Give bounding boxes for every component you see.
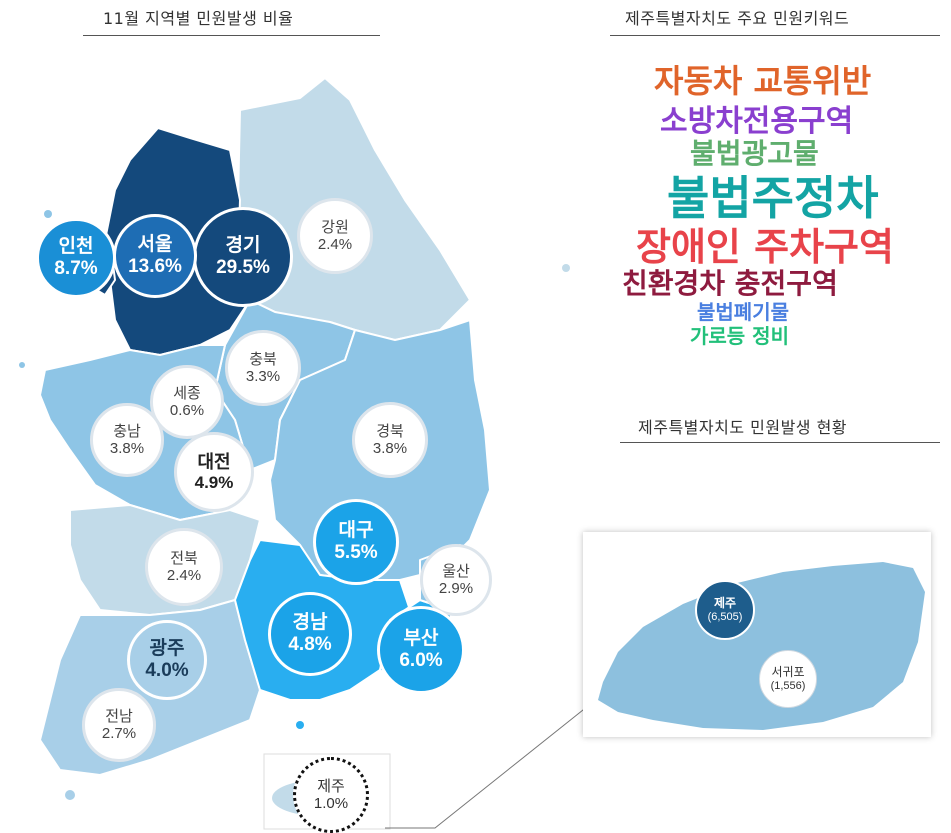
island-south-1 <box>65 790 75 800</box>
bubble-gyeongbuk: 경북 3.8% <box>352 402 428 478</box>
region-pct: 3.8% <box>109 440 145 457</box>
bubble-ulsan: 울산 2.9% <box>420 544 492 616</box>
keyword-1: 소방차전용구역 <box>660 104 854 139</box>
bubble-gangwon: 강원 2.4% <box>297 198 373 274</box>
region-pct: 2.7% <box>101 725 137 742</box>
region-name: 인천 <box>58 236 94 258</box>
region-pct: 8.7% <box>54 258 98 279</box>
region-pct: 5.5% <box>334 542 378 563</box>
island-south-2 <box>296 721 304 729</box>
region-name: 부산 <box>403 628 439 650</box>
keyword-7: 가로등 정비 <box>690 324 789 348</box>
seogwipo-city-count: (1,556) <box>770 679 806 692</box>
region-name: 대전 <box>197 451 231 472</box>
region-pct: 0.6% <box>169 402 205 419</box>
keywords-title-rule <box>610 35 940 36</box>
bubble-chungnam: 충남 3.8% <box>90 403 164 477</box>
region-pct: 2.4% <box>166 567 202 584</box>
region-name: 전남 <box>105 707 133 725</box>
region-name: 경기 <box>225 235 261 257</box>
bubble-daegu: 대구 5.5% <box>313 499 399 585</box>
region-pct: 29.5% <box>216 257 270 278</box>
bubble-busan: 부산 6.0% <box>377 606 465 694</box>
region-name: 충남 <box>113 422 141 440</box>
jeju-leader-line <box>385 705 589 829</box>
region-name: 세종 <box>173 384 201 402</box>
region-pct: 1.0% <box>313 795 349 812</box>
region-pct: 13.6% <box>128 256 182 277</box>
region-name: 경남 <box>292 612 328 634</box>
region-name: 광주 <box>149 638 185 660</box>
region-pct: 3.8% <box>372 440 408 457</box>
island-west-1 <box>44 210 52 218</box>
region-pct: 2.9% <box>438 580 474 597</box>
keyword-4: 장애인 주차구역 <box>636 225 894 269</box>
island-west-2 <box>19 362 25 368</box>
region-pct: 4.9% <box>194 472 234 492</box>
keyword-2: 불법광고물 <box>690 137 819 170</box>
bubble-sejong: 세종 0.6% <box>150 365 224 439</box>
keyword-5: 친환경차 충전구역 <box>622 267 838 300</box>
region-name: 충북 <box>249 350 277 368</box>
bubble-jeonbuk: 전북 2.4% <box>145 528 223 606</box>
region-pct: 4.0% <box>145 660 189 681</box>
bubble-jeonnam: 전남 2.7% <box>82 688 156 762</box>
jeju-city-name: 제주 <box>713 596 737 611</box>
region-name: 울산 <box>442 562 470 580</box>
keyword-0: 자동차 교통위반 <box>654 62 872 100</box>
region-pct: 4.8% <box>288 634 332 655</box>
jeju-detail-panel: 제주 (6,505) 서귀포 (1,556) <box>583 532 931 737</box>
jeju-status-title: 제주특별자치도 민원발생 현황 <box>638 418 848 437</box>
jeju-status-title-rule <box>620 442 940 443</box>
region-name: 전북 <box>170 549 198 567</box>
bubble-jeju: 제주 1.0% <box>293 757 369 833</box>
keyword-3: 불법주정차 <box>667 171 879 225</box>
region-pct: 6.0% <box>399 650 443 671</box>
seogwipo-city-name: 서귀포 <box>771 665 805 680</box>
region-name: 강원 <box>321 218 349 236</box>
region-pct: 3.3% <box>245 368 281 385</box>
ratio-title: 11월 지역별 민원발생 비율 <box>103 9 294 28</box>
jeju-city-count: (6,505) <box>707 610 743 623</box>
bubble-daejeon: 대전 4.9% <box>174 432 254 512</box>
region-name: 제주 <box>317 777 345 795</box>
bubble-seoul: 서울 13.6% <box>113 214 197 298</box>
jeju-island-map <box>598 562 925 730</box>
region-name: 경북 <box>376 422 404 440</box>
region-pct: 2.4% <box>317 236 353 253</box>
seogwipo-city-marker: 서귀포 (1,556) <box>759 650 817 708</box>
keyword-6: 불법폐기물 <box>697 300 789 324</box>
bubble-gyeongnam: 경남 4.8% <box>268 592 352 676</box>
keywords-title: 제주특별자치도 주요 민원키워드 <box>625 9 850 28</box>
region-name: 서울 <box>137 234 173 256</box>
bubble-chungbuk: 충북 3.3% <box>225 330 301 406</box>
bubble-gyeonggi: 경기 29.5% <box>193 207 293 307</box>
region-name: 대구 <box>338 520 374 542</box>
bubble-incheon: 인천 8.7% <box>36 218 116 298</box>
island-ulleung <box>562 264 570 272</box>
jeju-city-marker: 제주 (6,505) <box>695 580 755 640</box>
bubble-gwangju: 광주 4.0% <box>127 620 207 700</box>
ratio-title-rule <box>83 35 380 36</box>
jeju-island-shape <box>598 562 925 730</box>
